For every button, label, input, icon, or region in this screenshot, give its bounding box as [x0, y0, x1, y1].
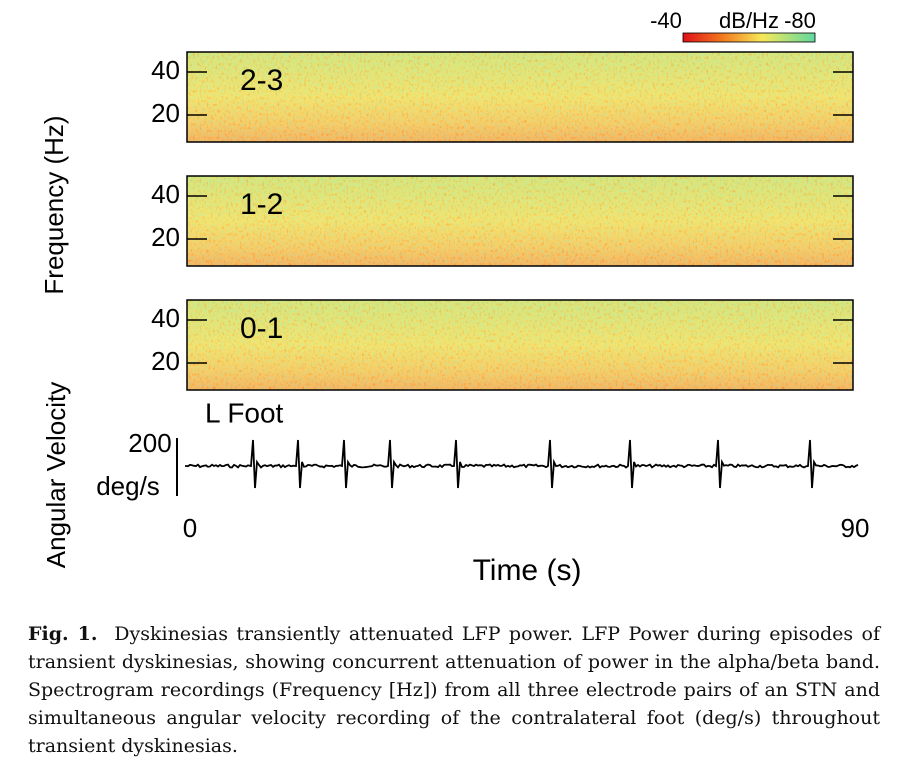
colorbar-max: -80 [784, 8, 816, 33]
trace-label: L Foot [205, 397, 284, 428]
caption-label: Fig. 1. [28, 623, 98, 645]
y-tick-label: 40 [151, 55, 180, 85]
panel-label: 2-3 [240, 64, 283, 97]
y-tick-label: 40 [151, 303, 180, 333]
spectrogram-frame [186, 299, 854, 391]
spectrogram-noise [187, 176, 853, 266]
y-tick-label: 20 [151, 222, 180, 252]
figure: -40 dB/Hz -80 Frequency (Hz) Angular Vel… [39, 8, 870, 587]
x-end: 90 [841, 513, 870, 543]
panel-label: 1-2 [240, 188, 283, 221]
spectrogram-noise [187, 300, 853, 390]
spectrogram-noise [187, 52, 853, 142]
y-tick-label: 20 [151, 98, 180, 128]
caption-text: Dyskinesias transiently attenuated LFP p… [28, 623, 880, 757]
panel-label: 0-1 [240, 312, 283, 345]
colorbar-min: -40 [650, 8, 682, 33]
y-tick-label: 20 [151, 346, 180, 376]
colorbar-unit: dB/Hz [719, 8, 779, 33]
velocity-trace [184, 439, 859, 489]
spectrogram-frame [186, 175, 854, 267]
scale-unit: deg/s [96, 471, 160, 501]
scale-value: 200 [128, 428, 171, 458]
y-tick-label: 40 [151, 179, 180, 209]
x-axis-label: Time (s) [473, 554, 582, 587]
trace-axis-label: Angular Velocity [41, 382, 71, 568]
spectrogram-frame [186, 51, 854, 143]
x-start: 0 [183, 513, 197, 543]
y-axis-label: Frequency (Hz) [39, 115, 69, 294]
caption: Fig. 1. Dyskinesias transiently attenuat… [28, 620, 880, 760]
colorbar [682, 32, 816, 43]
